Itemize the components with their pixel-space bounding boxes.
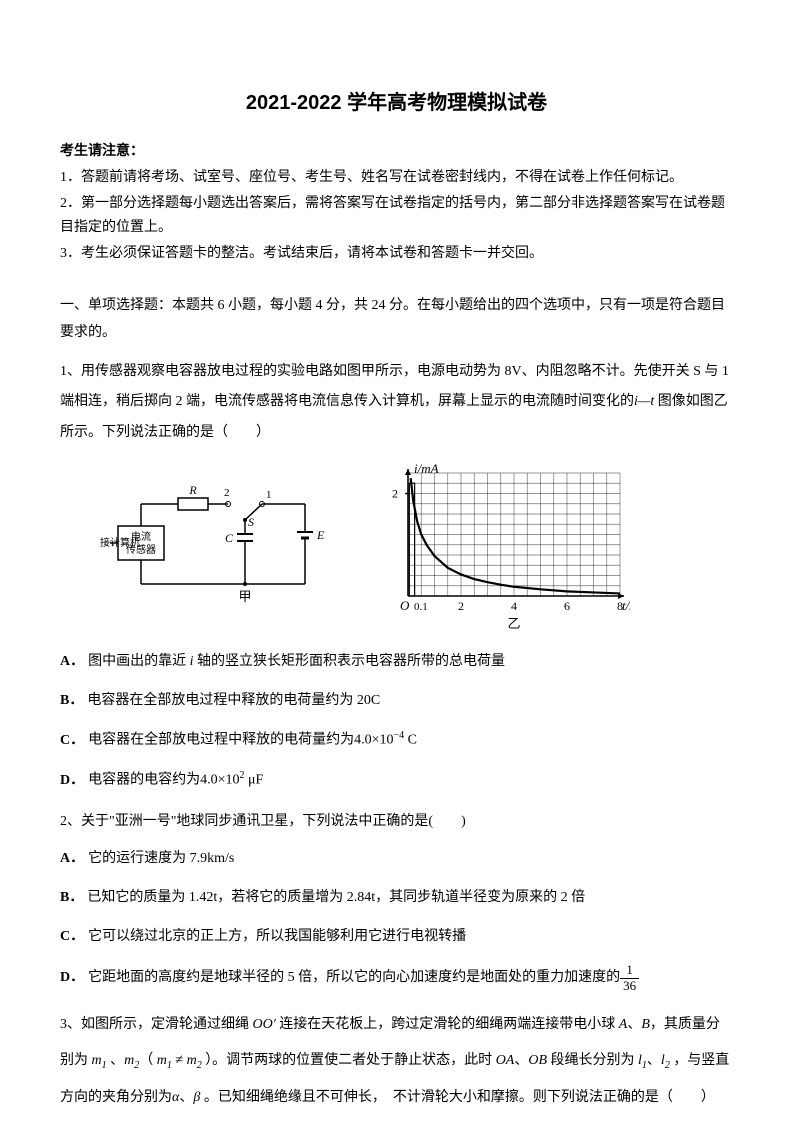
discharge-chart: i/mA t/s O 0.1 2 4 6 8 2 乙 (370, 461, 630, 631)
svg-text:t/s: t/s (622, 598, 630, 613)
opt-text: 轴的竖立狭长矩形面积表示电容器所带的总电荷量 (194, 654, 506, 669)
q2-option-a: A． 它的运行速度为 7.9km/s (60, 846, 733, 871)
q3-p: 连接在天花板上，跨过定滑轮的细绳两端连接带电小球 (276, 1017, 619, 1032)
svg-text:2: 2 (224, 487, 230, 499)
notice-item: 1．答题前请将考场、试室号、座位号、考生号、姓名写在试卷密封线内，不得在试卷上作… (60, 166, 733, 190)
q3-p: （ (139, 1053, 157, 1068)
svg-text:1: 1 (266, 489, 272, 501)
opt-unit: μF (245, 773, 264, 788)
q1-option-b: B． 电容器在全部放电过程中释放的电荷量约为 20C (60, 688, 733, 713)
neq: ≠ (175, 1053, 183, 1068)
svg-text:乙: 乙 (507, 616, 520, 631)
svg-text:2: 2 (458, 599, 464, 613)
q1-option-a: A．图中画出的靠近 i 轴的竖立狭长矩形面积表示电容器所带的总电荷量 (60, 649, 733, 674)
var-m1: m1 (157, 1053, 172, 1068)
option-label: D． (60, 773, 84, 788)
svg-text:8: 8 (617, 599, 623, 613)
opt-text: 图中画出的靠近 (88, 654, 190, 669)
svg-text:6: 6 (564, 599, 570, 613)
var-m2: m2 (124, 1053, 139, 1068)
var-m1: m1 (92, 1053, 107, 1068)
svg-text:甲: 甲 (238, 589, 251, 604)
q2-option-d: D． 它距地面的高度约是地球半径的 5 倍，所以它的向心加速度约是地面处的重力加速… (60, 963, 733, 993)
var-l2: l2 (661, 1053, 670, 1068)
var-oo: OO′ (253, 1017, 276, 1032)
opt-text: 已知它的质量为 1.42t，若将它的质量增为 2.84t，其同步轨道半径变为原来… (87, 890, 585, 905)
q2-option-b: B． 已知它的质量为 1.42t，若将它的质量增为 2.84t，其同步轨道半径变为… (60, 885, 733, 910)
svg-text:O: O (400, 598, 410, 613)
notice-item: 3．考生必须保证答题卡的整洁。考试结束后，请将本试卷和答题卡一并交回。 (60, 242, 733, 266)
q3-p: 、 (179, 1090, 193, 1105)
q1-option-d: D．电容器的电容约为4.0×102 μF (60, 767, 733, 793)
opt-text: 它可以绕过北京的正上方，所以我国能够利用它进行电视转播 (88, 929, 466, 944)
q3-p: 、 (647, 1053, 661, 1068)
option-label: B． (60, 890, 83, 905)
option-label: A． (60, 851, 84, 866)
figure-row: 电流传感器接计算机R21SEC甲 i/mAt/sO0.124682乙 (100, 461, 733, 631)
q3-p: 。已知细绳绝缘且不可伸长， 不计滑轮大小和摩擦。则下列说法正确的是（ ） (200, 1090, 715, 1105)
question-2-stem: 2、关于"亚洲一号"地球同步通讯卫星，下列说法中正确的是( ) (60, 807, 733, 838)
fraction: 136 (620, 963, 639, 993)
opt-text: 它的运行速度为 7.9km/s (88, 851, 234, 866)
section-intro: 一、单项选择题：本题共 6 小题，每小题 4 分，共 24 分。在每小题给出的四… (60, 293, 733, 346)
opt-val: 4.0×10 (200, 773, 239, 788)
option-label: C． (60, 929, 84, 944)
notice-item: 2．第一部分选择题每小题选出答案后，需将答案写在试卷指定的括号内，第二部分非选择… (60, 192, 733, 240)
circuit-diagram: 电流传感器接计算机R21SEC甲 (100, 476, 330, 616)
q3-p: 、 (514, 1053, 528, 1068)
option-label: D． (60, 970, 84, 985)
question-1-stem: 1、用传感器观察电容器放电过程的实验电路如图甲所示，电源电动势为 8V、内阻忽略… (60, 357, 733, 449)
exam-title: 2021-2022 学年高考物理模拟试卷 (60, 85, 733, 121)
var-m2: m2 (187, 1053, 202, 1068)
q2-option-c: C． 它可以绕过北京的正上方，所以我国能够利用它进行电视转播 (60, 924, 733, 949)
var-oa: OA (496, 1053, 515, 1068)
var-l1: l1 (638, 1053, 647, 1068)
opt-text: 它距地面的高度约是地球半径的 5 倍，所以它的向心加速度约是地面处的重力加速度的 (88, 970, 620, 985)
question-3-stem: 3、如图所示，定滑轮通过细绳 OO′ 连接在天花板上，跨过定滑轮的细绳两端连接带… (60, 1007, 733, 1116)
option-label: C． (60, 733, 84, 748)
frac-num: 1 (620, 963, 639, 978)
opt-exp: −4 (394, 730, 405, 741)
q3-p: ）。调节两球的位置使二者处于静止状态，此时 (202, 1053, 496, 1068)
q3-p: 、 (107, 1053, 125, 1068)
q3-p: 段绳长分别为 (547, 1053, 638, 1068)
svg-text:0.1: 0.1 (414, 601, 428, 613)
svg-text:S: S (248, 515, 254, 529)
q1-stem-pre: 1、用传感器观察电容器放电过程的实验电路如图甲所示，电源电动势为 8V、内阻忽略… (60, 364, 729, 410)
opt-val: 4.0×10 (354, 733, 393, 748)
notice-heading: 考生请注意： (60, 139, 733, 164)
var-b: B (641, 1017, 650, 1032)
opt-text: 电容器的电容约为 (88, 773, 200, 788)
svg-text:i/mA: i/mA (414, 461, 439, 476)
opt-text: 电容器在全部放电过程中释放的电荷量约为 (88, 733, 354, 748)
opt-text: 电容器在全部放电过程中释放的电荷量约为 20C (87, 693, 380, 708)
svg-text:R: R (188, 483, 197, 497)
var-a: A (619, 1017, 628, 1032)
svg-text:E: E (316, 528, 325, 542)
frac-den: 36 (620, 979, 639, 993)
option-label: B． (60, 693, 83, 708)
q3-p: 3、如图所示，定滑轮通过细绳 (60, 1017, 253, 1032)
var-i-t: i—t (634, 394, 658, 409)
option-label: A． (60, 654, 84, 669)
svg-text:2: 2 (392, 486, 398, 500)
q1-option-c: C． 电容器在全部放电过程中释放的电荷量约为4.0×10−4 C (60, 727, 733, 753)
svg-text:接计算机: 接计算机 (100, 536, 140, 549)
var-ob: OB (528, 1053, 547, 1068)
svg-text:C: C (225, 531, 234, 545)
svg-text:4: 4 (511, 599, 517, 613)
opt-unit: C (404, 733, 417, 748)
